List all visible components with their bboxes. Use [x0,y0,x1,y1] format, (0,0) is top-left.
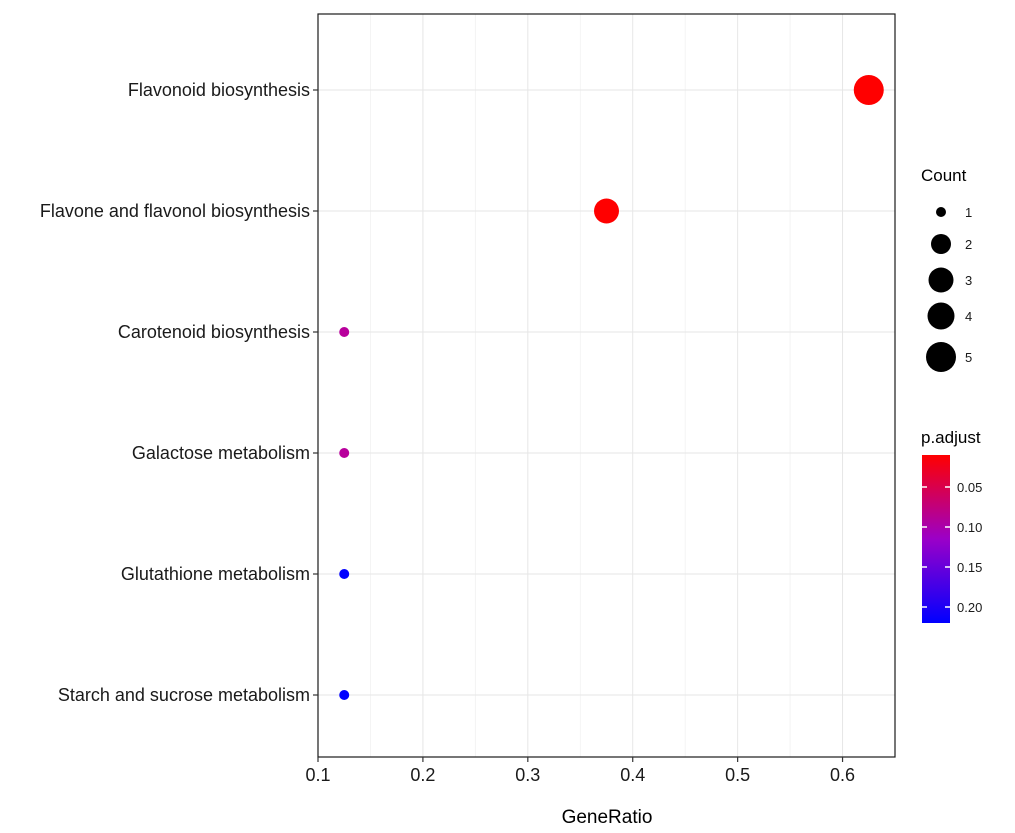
count-legend-key [936,207,946,217]
x-axis-tick-label: 0.4 [620,765,645,785]
data-point [594,198,619,224]
y-axis-category-label: Flavonoid biosynthesis [128,80,310,100]
plot-panel-border [317,13,896,758]
count-legend-title: Count [921,166,967,185]
p-adjust-legend-title: p.adjust [921,428,981,447]
data-point [339,690,350,700]
count-legend-key [931,234,951,254]
colorbar-tick-label: 0.10 [957,520,982,535]
count-legend-label: 3 [965,273,972,288]
data-point [339,569,350,579]
count-legend-label: 2 [965,237,972,252]
count-legend-label: 5 [965,350,972,365]
data-points [339,75,884,700]
p-adjust-colorbar [922,455,950,623]
y-axis-category-label: Glutathione metabolism [121,564,310,584]
x-axis-tick-label: 0.3 [515,765,540,785]
count-legend-key [927,302,955,330]
x-axis-tick-label: 0.2 [410,765,435,785]
count-legend-label: 4 [965,309,972,324]
x-axis-title: GeneRatio [562,807,653,828]
y-axis: Flavonoid biosynthesis Flavone and flavon… [40,80,318,705]
colorbar-tick-label: 0.05 [957,480,982,495]
y-axis-category-label: Carotenoid biosynthesis [118,322,310,342]
count-legend-key [926,342,956,372]
count-size-legend: Count 1 2 3 4 5 [921,166,972,372]
x-axis-tick-label: 0.1 [305,765,330,785]
x-axis-tick-label: 0.5 [725,765,750,785]
data-point [853,75,884,105]
x-axis: 0.1 0.2 0.3 0.4 0.5 0.6 [305,757,855,785]
count-legend-key [928,267,954,293]
y-axis-category-label: Galactose metabolism [132,443,310,463]
colorbar-tick-label: 0.20 [957,600,982,615]
data-point [339,327,350,337]
count-legend-label: 1 [965,205,972,220]
y-axis-category-label: Flavone and flavonol biosynthesis [40,201,310,221]
y-axis-category-label: Starch and sucrose metabolism [58,685,310,705]
colorbar-tick-label: 0.15 [957,560,982,575]
x-axis-tick-label: 0.6 [830,765,855,785]
p-adjust-color-legend: p.adjust 0.05 0.10 0.15 0.20 [921,428,982,623]
data-point [339,448,350,458]
